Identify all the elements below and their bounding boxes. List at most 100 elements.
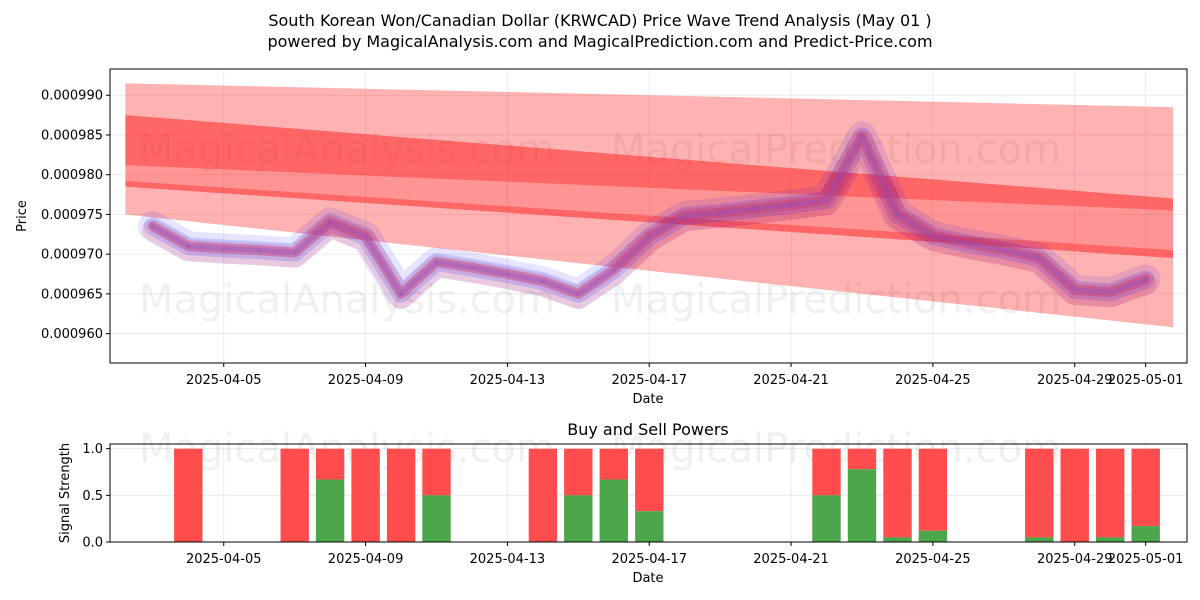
- x-tick-label: 2025-04-09: [328, 373, 404, 388]
- price-point: [860, 135, 864, 138]
- price-point: [1073, 288, 1077, 292]
- trend-band: [125, 115, 1174, 259]
- price-point: [895, 212, 899, 216]
- price-point: [435, 260, 438, 264]
- price-point: [683, 214, 687, 218]
- price-point: [151, 224, 155, 228]
- x-tick-label: 2025-05-01: [1108, 373, 1184, 388]
- x-tick-label: 2025-04-17: [611, 373, 687, 388]
- x-tick-label: 2025-04-21: [753, 373, 829, 388]
- signal-x-ticks: 2025-04-05 2025-04-09 2025-04-13 2025-04-17…: [186, 542, 1183, 567]
- sell-bar: [386, 448, 416, 542]
- price-point: [257, 248, 261, 252]
- watermark-prediction: MagicalPrediction.com: [611, 277, 1061, 323]
- price-point: [718, 211, 722, 215]
- y-tick-label: 0.000960: [41, 327, 103, 342]
- watermark-analysis: MagicalAnalysis.com: [139, 277, 555, 323]
- sell-bar: [812, 448, 841, 496]
- y-tick-label: 0.000970: [41, 248, 103, 263]
- chart-title: South Korean Won/Canadian Dollar (KRWCAD…: [268, 11, 931, 30]
- signal-panel: Buy and Sell Powers MagicalAnalysis.com …: [58, 420, 1188, 586]
- sell-bar: [635, 448, 664, 512]
- price-point: [612, 268, 616, 272]
- sell-bar: [847, 448, 877, 470]
- trend-band: [125, 181, 1174, 328]
- buy-bar: [812, 495, 841, 542]
- buy-bar: [564, 495, 593, 542]
- signal-x-axis-label: Date: [632, 571, 663, 586]
- price-point: [1108, 290, 1112, 294]
- signal-y-axis-label: Signal Strength: [58, 443, 73, 543]
- buy-bar: [883, 537, 912, 542]
- price-point: [399, 292, 403, 296]
- signal-plot-frame: [109, 443, 1188, 543]
- x-tick-label: 2025-04-21: [753, 552, 829, 567]
- sell-bar: [351, 448, 380, 542]
- buy-bar: [1131, 526, 1160, 542]
- price-point: [328, 220, 332, 224]
- buy-bar: [918, 530, 948, 542]
- sell-bar: [1131, 448, 1160, 527]
- signal-panel-title: Buy and Sell Powers: [567, 420, 729, 439]
- signal-bars: [174, 448, 1160, 542]
- price-x-axis-label: Date: [632, 392, 663, 407]
- price-point: [1037, 256, 1041, 260]
- price-point: [222, 247, 226, 251]
- sell-bar: [883, 448, 912, 538]
- price-x-ticks: 2025-04-05 2025-04-09 2025-04-13 2025-04-17…: [186, 363, 1183, 388]
- price-waves: [137, 121, 1161, 309]
- price-y-axis-label: Price: [15, 200, 30, 232]
- price-y-ticks: 0.000960 0.000965 0.000970 0.000975 0.000980…: [41, 89, 110, 342]
- signal-y-ticks: 0.0 0.5 1.0: [82, 442, 110, 551]
- price-point: [1144, 278, 1148, 282]
- trend-band: [125, 83, 1174, 211]
- price-watermarks: MagicalAnalysis.com MagicalPrediction.co…: [139, 127, 1061, 323]
- sell-bar: [1096, 448, 1125, 538]
- x-tick-label: 2025-04-29: [1037, 552, 1113, 567]
- buy-bar: [315, 479, 345, 542]
- price-point: [825, 198, 828, 202]
- wave-envelope: [141, 129, 1157, 309]
- price-plot-frame: [109, 68, 1188, 364]
- price-point: [789, 203, 793, 207]
- watermark-analysis: MagicalAnalysis.com: [139, 426, 555, 472]
- buy-bar: [847, 469, 877, 542]
- price-panel: MagicalAnalysis.com MagicalPrediction.co…: [15, 68, 1188, 407]
- trend-bands: [125, 83, 1174, 328]
- sell-bar: [1060, 448, 1089, 542]
- x-tick-label: 2025-04-29: [1037, 373, 1113, 388]
- price-point: [647, 235, 651, 239]
- sell-bar: [528, 448, 558, 542]
- x-tick-label: 2025-04-09: [328, 552, 404, 567]
- sell-bar: [564, 448, 593, 496]
- price-point: [364, 235, 368, 239]
- buy-bar: [422, 495, 451, 542]
- price-point: [186, 244, 190, 248]
- price-point: [470, 266, 474, 270]
- price-grid: [110, 69, 1187, 363]
- sell-bar: [1025, 448, 1054, 538]
- buy-bar: [1025, 537, 1054, 542]
- x-tick-label: 2025-04-17: [611, 552, 687, 567]
- x-tick-label: 2025-04-25: [895, 373, 971, 388]
- price-point: [293, 251, 297, 255]
- x-tick-label: 2025-05-01: [1108, 552, 1184, 567]
- x-tick-label: 2025-04-05: [186, 552, 262, 567]
- y-tick-label: 0.0: [82, 536, 103, 551]
- sell-bar: [918, 448, 948, 531]
- buy-bar: [635, 511, 664, 542]
- y-tick-label: 0.000975: [41, 208, 103, 223]
- sell-bar: [280, 448, 309, 542]
- price-point: [754, 207, 758, 211]
- x-tick-label: 2025-04-25: [895, 552, 971, 567]
- sell-bar: [422, 448, 451, 496]
- price-point: [505, 272, 509, 276]
- buy-bar: [599, 479, 628, 542]
- y-tick-label: 0.5: [82, 489, 103, 504]
- chart-subtitle: powered by MagicalAnalysis.com and Magic…: [267, 32, 932, 51]
- buy-bar: [1096, 537, 1125, 542]
- watermark-prediction: MagicalPrediction.com: [611, 127, 1061, 173]
- y-tick-label: 0.000980: [41, 168, 103, 183]
- x-tick-label: 2025-04-13: [470, 552, 546, 567]
